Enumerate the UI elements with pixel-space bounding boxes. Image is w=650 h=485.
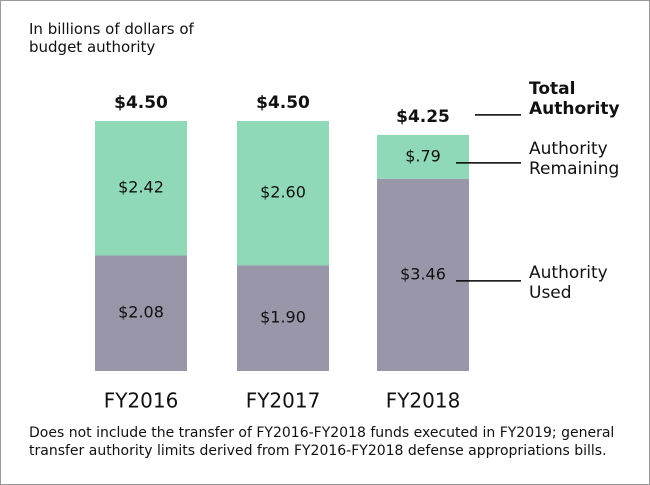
x-tick-label: FY2016 bbox=[104, 389, 179, 413]
value-label: $2.08 bbox=[118, 303, 164, 322]
bar-segment bbox=[377, 134, 469, 179]
bar-segment bbox=[237, 265, 329, 371]
footnote: Does not include the transfer of FY2016-… bbox=[29, 425, 615, 459]
bar-segment bbox=[95, 255, 187, 371]
value-label: $1.90 bbox=[260, 308, 306, 327]
total-label: $4.50 bbox=[114, 93, 168, 113]
legend-label: Authority Remaining bbox=[529, 138, 620, 179]
value-label: $3.46 bbox=[400, 264, 446, 283]
chart-title: In billions of dollars of budget authori… bbox=[29, 20, 194, 56]
x-tick-label: FY2018 bbox=[386, 389, 461, 413]
value-label: $2.42 bbox=[118, 178, 164, 197]
legend-label: Authority Used bbox=[529, 262, 608, 303]
value-label: $2.60 bbox=[260, 183, 306, 202]
total-label: $4.50 bbox=[256, 93, 310, 113]
bar-segment bbox=[377, 178, 469, 371]
x-tick-label: FY2017 bbox=[246, 389, 321, 413]
bar-segment bbox=[95, 121, 187, 256]
value-label: $.79 bbox=[405, 146, 441, 165]
bar-segment bbox=[237, 121, 329, 266]
total-label: $4.25 bbox=[396, 107, 450, 127]
legend-label: Total Authority bbox=[529, 78, 620, 119]
